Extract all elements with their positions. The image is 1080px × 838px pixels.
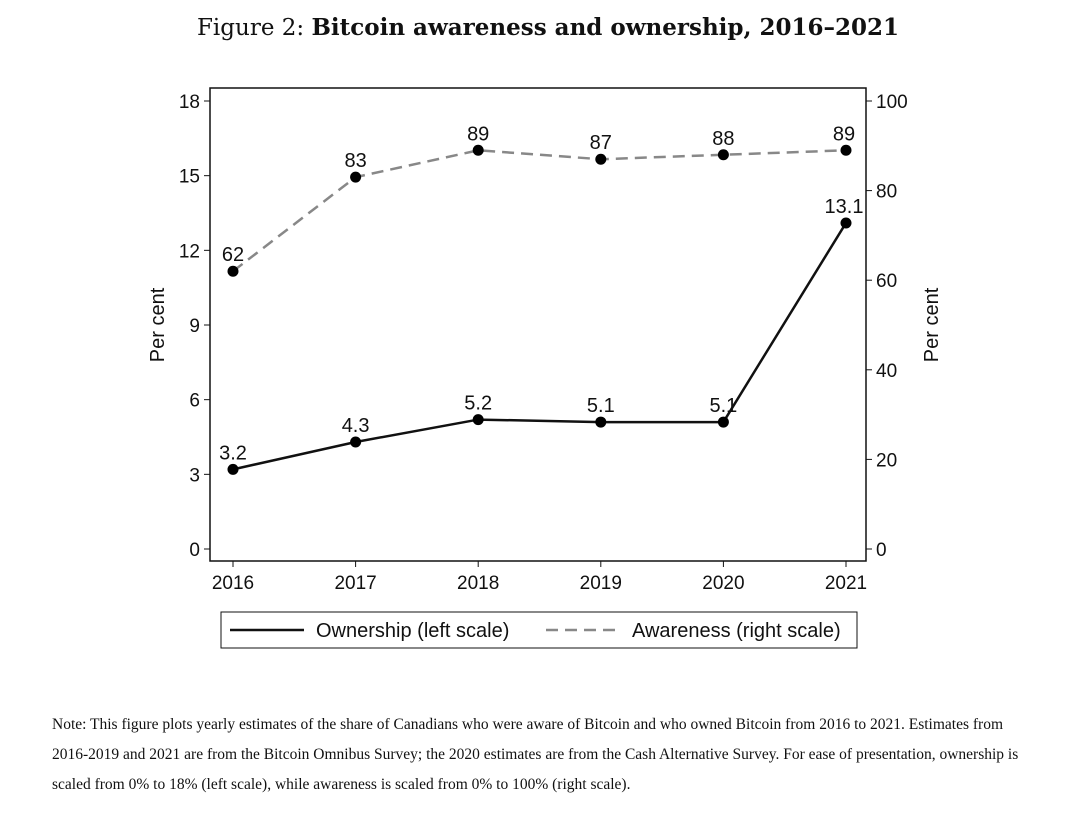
x-tick-label: 2017 <box>334 573 376 594</box>
data-point <box>472 144 484 156</box>
data-label: 13.1 <box>825 196 864 218</box>
data-point <box>227 463 239 475</box>
data-label: 62 <box>222 244 244 266</box>
figure-note: Note: This figure plots yearly estimates… <box>52 716 1019 793</box>
left-tick-label: 3 <box>189 465 200 486</box>
data-point <box>350 171 362 183</box>
legend-awareness-label: Awareness (right scale) <box>632 620 841 642</box>
left-axis-label: Per cent <box>147 287 169 362</box>
right-tick-label: 20 <box>876 450 897 471</box>
data-point <box>227 265 239 277</box>
x-tick-label: 2020 <box>702 573 744 594</box>
right-axis-label: Per cent <box>921 287 943 362</box>
legend-box <box>220 611 858 649</box>
data-label: 5.2 <box>464 393 492 415</box>
data-point <box>717 416 729 428</box>
left-tick-label: 15 <box>179 167 200 188</box>
right-tick-label: 40 <box>876 361 897 382</box>
plot-frame <box>209 87 867 562</box>
series-line-ownership <box>232 222 848 471</box>
left-tick-label: 12 <box>179 241 200 262</box>
left-tick-label: 9 <box>189 316 200 337</box>
left-tick-label: 0 <box>189 540 200 561</box>
data-label: 5.1 <box>587 395 615 417</box>
data-label: 83 <box>344 150 366 172</box>
data-point <box>595 153 607 165</box>
x-tick-label: 2019 <box>580 573 622 594</box>
left-tick-label: 18 <box>179 92 200 113</box>
data-point <box>350 436 362 448</box>
line-chart: 0 3 6 9 12 15 18 0 20 40 60 80 100 2016 2017 2018 2019 20… <box>147 87 943 649</box>
data-label: 3.2 <box>219 442 247 464</box>
data-label: 5.1 <box>709 395 737 417</box>
series-line-awareness <box>232 149 847 273</box>
right-tick-label: 100 <box>876 92 908 113</box>
x-tick-label: 2016 <box>212 573 254 594</box>
legend-ownership-label: Ownership (left scale) <box>316 620 509 642</box>
x-tick-label: 2018 <box>457 573 499 594</box>
left-tick-label: 6 <box>189 391 200 412</box>
data-point <box>717 149 729 161</box>
data-label: 87 <box>590 132 612 154</box>
right-tick-label: 0 <box>876 540 887 561</box>
data-label: 89 <box>467 123 489 145</box>
data-point <box>595 416 607 428</box>
data-label: 88 <box>712 128 734 150</box>
right-tick-label: 60 <box>876 271 897 292</box>
data-point <box>840 217 852 229</box>
figure-title-text: Bitcoin awareness and ownership, 2016–20… <box>311 14 900 41</box>
x-tick-label: 2021 <box>825 573 867 594</box>
data-point <box>472 414 484 426</box>
right-tick-label: 80 <box>876 182 897 203</box>
data-point <box>840 144 852 156</box>
figure-prefix: Figure 2: <box>196 15 305 41</box>
figure-title: Figure 2: Bitcoin awareness and ownershi… <box>0 14 1080 41</box>
data-label: 89 <box>833 123 855 145</box>
data-label: 4.3 <box>342 415 370 437</box>
